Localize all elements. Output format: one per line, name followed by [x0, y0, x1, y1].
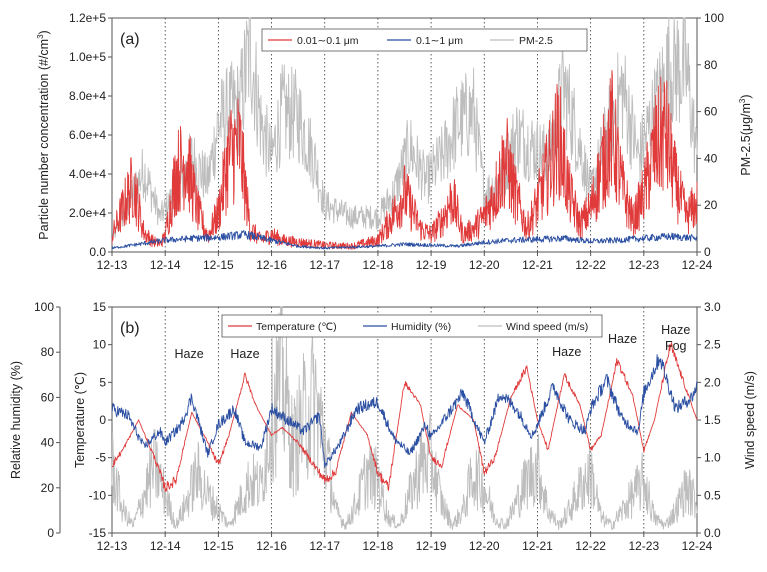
panel-b-temperature-axis-label: Temperature (℃) — [73, 372, 87, 468]
y-tick-label: 1.0e+5 — [69, 50, 106, 64]
panel-b-wind-ticks: 0.0 0.5 1.0 1.5 2.0 2.5 3.0 — [697, 300, 721, 540]
legend-label-accumulation: 0.1∼1 μm — [416, 35, 463, 47]
y-tick-label: 0.5 — [704, 488, 721, 502]
x-tick-label: 12-17 — [309, 258, 340, 272]
humidity-line — [111, 354, 698, 469]
x-tick-label: 12-19 — [416, 539, 447, 553]
x-tick-label: 12-18 — [363, 539, 394, 553]
legend-label-wind: Wind speed (m/s) — [506, 321, 588, 333]
x-tick-label: 12-15 — [203, 258, 234, 272]
y-tick-label: 15 — [93, 300, 107, 314]
y-tick-label: 0 — [99, 413, 106, 427]
annotation-haze: Haze — [552, 345, 581, 359]
x-tick-label: 12-19 — [416, 258, 447, 272]
panel-a-legend-box — [261, 28, 588, 52]
x-tick-label: 12-15 — [203, 539, 234, 553]
x-tick-label: 12-24 — [682, 258, 713, 272]
y-tick-label: 5 — [99, 375, 106, 389]
panel-a-right-axis-label: PM-2.5(μg/m3) — [738, 94, 753, 175]
y-tick-label: 1.0 — [704, 451, 721, 465]
panel-a-tag: (a) — [120, 31, 140, 48]
panel-a-x-ticks: 12-13 12-14 12-15 12-16 12-17 12-18 12-19 12-20… — [97, 252, 713, 272]
y-tick-label: 0 — [47, 526, 54, 540]
y-tick-label: 2.0e+4 — [69, 206, 106, 220]
y-tick-label: 1.5 — [704, 413, 721, 427]
x-tick-label: 12-16 — [256, 258, 287, 272]
y-tick-label: 4.0e+4 — [69, 167, 106, 181]
y-tick-label: 100 — [704, 11, 724, 25]
wind-speed-line — [111, 306, 698, 531]
x-tick-label: 12-13 — [97, 258, 128, 272]
panel-b-humidity-ticks: 0 20 40 60 80 100 — [34, 300, 60, 540]
y-tick-label: 100 — [34, 300, 54, 314]
panel-b-annotations: Haze Haze Haze Haze Haze Fog — [175, 323, 691, 361]
annotation-haze: Haze — [230, 347, 259, 361]
x-tick-label: 12-13 — [97, 539, 128, 553]
pm25-line — [111, 17, 698, 242]
x-tick-label: 12-21 — [522, 258, 553, 272]
y-tick-label: -5 — [95, 451, 106, 465]
panel-a: 12-13 12-14 12-15 12-16 12-17 12-18 12-19 12-20… — [36, 11, 753, 272]
y-tick-label: 20 — [704, 198, 718, 212]
annotation-haze: Haze — [608, 332, 637, 346]
x-tick-label: 12-21 — [522, 539, 553, 553]
panel-a-left-axis-label: Particle number concentration (#/cm3) — [36, 30, 51, 239]
x-tick-label: 12-16 — [256, 539, 287, 553]
y-tick-label: 8.0e+4 — [69, 89, 106, 103]
y-tick-label: 80 — [41, 345, 55, 359]
y-tick-label: 1.2e+5 — [69, 11, 106, 25]
x-tick-label: 12-24 — [682, 539, 713, 553]
y-tick-label: 2.0 — [704, 375, 721, 389]
x-tick-label: 12-22 — [575, 539, 606, 553]
y-tick-label: 0 — [704, 245, 711, 259]
y-tick-label: 2.5 — [704, 338, 721, 352]
panel-b-x-ticks: 12-13 12-14 12-15 12-16 12-17 12-18 12-19 12-20… — [97, 533, 713, 553]
annotation-haze: Haze — [175, 347, 204, 361]
panel-b-legend-box — [221, 314, 603, 338]
x-tick-label: 12-22 — [575, 258, 606, 272]
x-tick-label: 12-20 — [469, 258, 500, 272]
y-tick-label: 0.0 — [704, 526, 721, 540]
y-tick-label: 6.0e+4 — [69, 128, 106, 142]
panel-a-series — [111, 17, 698, 250]
panel-a-right-y-ticks: 0 20 40 60 80 100 — [697, 11, 724, 259]
y-tick-label: -10 — [89, 488, 107, 502]
annotation-haze: Haze — [661, 323, 690, 337]
legend-label-ultrafine: 0.01∼0.1 μm — [297, 35, 359, 47]
annotation-fog: Fog — [665, 339, 687, 353]
y-tick-label: 20 — [41, 481, 55, 495]
x-tick-label: 12-14 — [150, 539, 181, 553]
y-tick-label: 80 — [704, 58, 718, 72]
y-tick-label: 60 — [704, 105, 718, 119]
panel-b: 12-13 12-14 12-15 12-16 12-17 12-18 12-19 12-20… — [9, 300, 757, 553]
panel-b-humidity-axis-label: Relative humidity (%) — [9, 361, 23, 479]
panel-b-tag: (b) — [120, 320, 140, 337]
legend-label-humidity: Humidity (%) — [391, 321, 451, 333]
accumulation-particle-line — [111, 230, 698, 250]
y-tick-label: -15 — [89, 526, 107, 540]
x-tick-label: 12-23 — [628, 539, 659, 553]
y-tick-label: 0.0 — [89, 245, 106, 259]
x-tick-label: 12-20 — [469, 539, 500, 553]
x-tick-label: 12-18 — [363, 258, 394, 272]
y-tick-label: 3.0 — [704, 300, 721, 314]
y-tick-label: 10 — [93, 338, 107, 352]
x-tick-label: 12-17 — [309, 539, 340, 553]
legend-label-pm25: PM-2.5 — [519, 35, 553, 47]
panel-a-legend: 0.01∼0.1 μm 0.1∼1 μm PM-2.5 — [261, 28, 588, 52]
y-tick-label: 40 — [704, 151, 718, 165]
legend-label-temperature: Temperature (℃) — [256, 321, 337, 333]
x-tick-label: 12-14 — [150, 258, 181, 272]
panel-b-series — [111, 306, 698, 531]
panel-b-legend: Temperature (℃) Humidity (%) Wind speed … — [221, 314, 603, 338]
panel-b-temperature-ticks: -15 -10 -5 0 5 10 15 — [89, 300, 112, 540]
y-tick-label: 40 — [41, 436, 55, 450]
ultrafine-particle-line — [111, 69, 698, 250]
x-tick-label: 12-23 — [628, 258, 659, 272]
panel-a-left-y-ticks: 0.0 2.0e+4 4.0e+4 6.0e+4 8.0e+4 1.0e+5 1.2e+5 — [69, 11, 112, 259]
y-tick-label: 60 — [41, 390, 55, 404]
panel-b-wind-axis-label: Wind speed (m/s) — [743, 371, 757, 469]
